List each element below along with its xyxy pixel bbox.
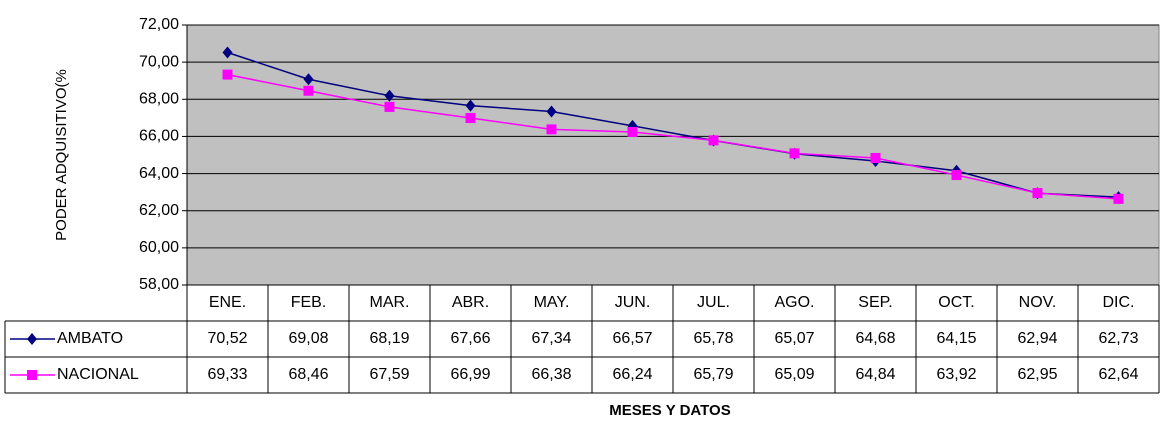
x-tick-label: JUL. bbox=[697, 294, 730, 311]
data-point bbox=[1032, 188, 1043, 199]
table-value: 65,79 bbox=[693, 366, 733, 383]
x-axis-label: MESES Y DATOS bbox=[609, 402, 730, 419]
data-point bbox=[222, 46, 233, 59]
y-axis-label: PODER ADQUISITIVO(% bbox=[53, 69, 70, 241]
table-value: 67,59 bbox=[369, 366, 409, 383]
series-line bbox=[227, 73, 1119, 200]
y-tick-label: 58,00 bbox=[139, 276, 179, 293]
data-point bbox=[384, 101, 395, 112]
table-value: 69,08 bbox=[288, 330, 328, 347]
x-tick-label: DIC. bbox=[1103, 294, 1135, 311]
table-value: 67,34 bbox=[531, 330, 571, 347]
table-value: 62,94 bbox=[1017, 330, 1057, 347]
data-point bbox=[303, 73, 314, 86]
legend-marker bbox=[27, 333, 37, 345]
x-tick-label: MAR. bbox=[370, 294, 410, 311]
table-value: 65,78 bbox=[693, 330, 733, 347]
x-tick-label: AGO. bbox=[774, 294, 814, 311]
data-point bbox=[546, 124, 557, 135]
table-value: 65,09 bbox=[774, 366, 814, 383]
y-tick-label: 64,00 bbox=[139, 165, 179, 182]
data-point bbox=[465, 99, 476, 112]
table-value: 68,46 bbox=[288, 366, 328, 383]
series-line bbox=[227, 51, 1119, 198]
data-point bbox=[870, 152, 881, 163]
table-value: 62,64 bbox=[1098, 366, 1138, 383]
table-value: 67,66 bbox=[450, 330, 490, 347]
table-value: 66,38 bbox=[531, 366, 571, 383]
table-value: 64,68 bbox=[855, 330, 895, 347]
x-tick-label: OCT. bbox=[938, 294, 974, 311]
data-point bbox=[546, 105, 557, 118]
x-tick-label: MAY. bbox=[534, 294, 570, 311]
x-tick-label: NOV. bbox=[1019, 294, 1057, 311]
data-point bbox=[951, 170, 962, 181]
table-value: 66,99 bbox=[450, 366, 490, 383]
legend-label: NACIONAL bbox=[57, 366, 139, 383]
y-tick-label: 70,00 bbox=[139, 53, 179, 70]
table-value: 64,15 bbox=[936, 330, 976, 347]
x-tick-label: ABR. bbox=[452, 294, 489, 311]
x-tick-label: JUN. bbox=[615, 294, 651, 311]
table-value: 68,19 bbox=[369, 330, 409, 347]
table-value: 62,73 bbox=[1098, 330, 1138, 347]
table-value: 64,84 bbox=[855, 366, 895, 383]
y-tick-label: 68,00 bbox=[139, 91, 179, 108]
data-point bbox=[222, 69, 233, 80]
data-point bbox=[465, 113, 476, 124]
y-tick-label: 60,00 bbox=[139, 239, 179, 256]
table-value: 66,57 bbox=[612, 330, 652, 347]
y-tick-label: 66,00 bbox=[139, 128, 179, 145]
data-point bbox=[303, 85, 314, 96]
table-value: 66,24 bbox=[612, 366, 652, 383]
x-tick-label: ENE. bbox=[209, 294, 246, 311]
y-tick-label: 72,00 bbox=[139, 16, 179, 33]
data-point bbox=[384, 89, 395, 102]
table-value: 70,52 bbox=[207, 330, 247, 347]
table-value: 63,92 bbox=[936, 366, 976, 383]
table-value: 69,33 bbox=[207, 366, 247, 383]
y-tick-label: 62,00 bbox=[139, 202, 179, 219]
data-point bbox=[627, 126, 638, 137]
table-value: 62,95 bbox=[1017, 366, 1057, 383]
legend-marker bbox=[27, 370, 37, 380]
x-tick-label: SEP. bbox=[858, 294, 892, 311]
plot-area bbox=[186, 24, 1160, 286]
data-point bbox=[1113, 193, 1124, 204]
table-value: 65,07 bbox=[774, 330, 814, 347]
data-point bbox=[789, 148, 800, 159]
x-tick-label: FEB. bbox=[291, 294, 327, 311]
legend-label: AMBATO bbox=[57, 330, 123, 347]
data-point bbox=[708, 135, 719, 146]
